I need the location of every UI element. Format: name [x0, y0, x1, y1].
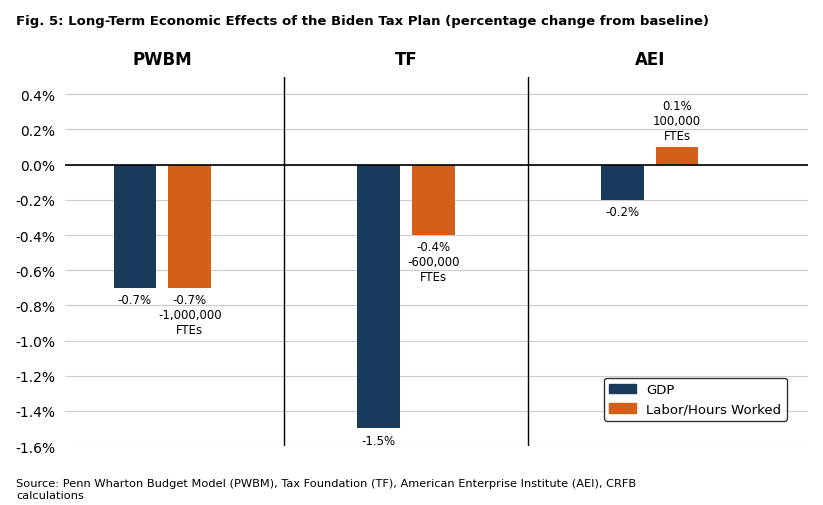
Text: Source: Penn Wharton Budget Model (PWBM), Tax Foundation (TF), American Enterpri: Source: Penn Wharton Budget Model (PWBM)… — [16, 478, 636, 500]
Bar — [169, 165, 211, 288]
Text: -0.2%: -0.2% — [605, 206, 639, 219]
Text: AEI: AEI — [635, 51, 665, 69]
Text: PWBM: PWBM — [133, 51, 192, 69]
Bar — [601, 165, 644, 200]
Legend: GDP, Labor/Hours Worked: GDP, Labor/Hours Worked — [604, 378, 787, 421]
Text: -0.7%: -0.7% — [118, 293, 152, 307]
Bar — [357, 165, 400, 429]
Text: 0.1%
100,000
FTEs: 0.1% 100,000 FTEs — [653, 99, 701, 142]
Text: -1.5%: -1.5% — [361, 434, 396, 447]
Bar — [114, 165, 156, 288]
Text: Fig. 5: Long-Term Economic Effects of the Biden Tax Plan (percentage change from: Fig. 5: Long-Term Economic Effects of th… — [16, 15, 709, 28]
Text: -0.4%
-600,000
FTEs: -0.4% -600,000 FTEs — [407, 241, 459, 284]
Bar — [412, 165, 454, 235]
Text: -0.7%
-1,000,000
FTEs: -0.7% -1,000,000 FTEs — [158, 293, 221, 336]
Bar — [656, 148, 699, 165]
Text: TF: TF — [394, 51, 417, 69]
